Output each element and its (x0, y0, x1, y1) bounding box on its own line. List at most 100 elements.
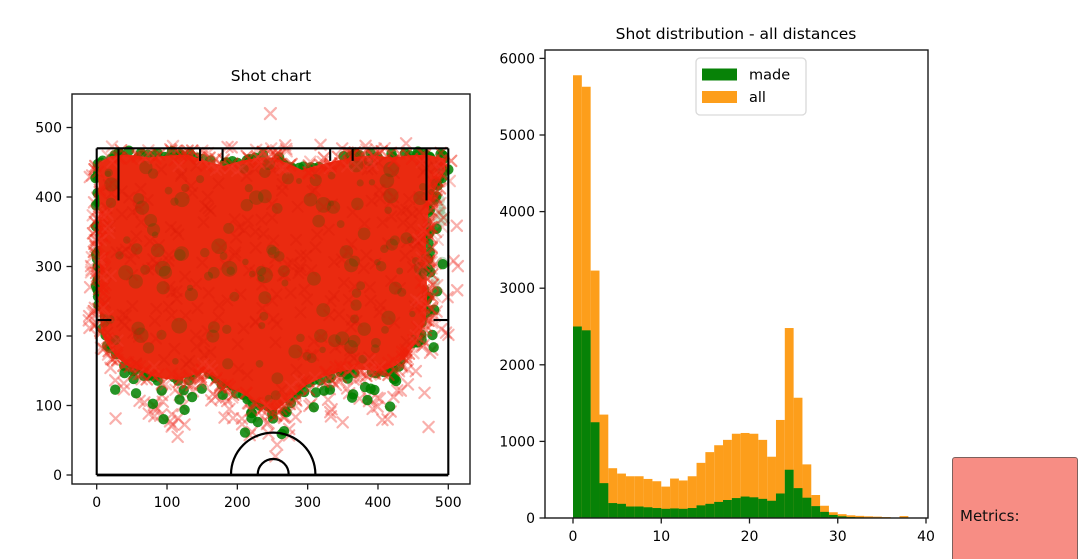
inner-miss-x (382, 237, 395, 250)
inner-miss-x (116, 308, 129, 321)
mottle-dot (307, 271, 321, 286)
mottle-dot (319, 346, 326, 354)
halo-miss-x (359, 149, 372, 162)
mottle-dot (409, 310, 416, 318)
halo-miss-x (364, 154, 378, 168)
mottle-dot (344, 258, 359, 273)
inner-miss-x (329, 341, 342, 354)
halo-miss-x (279, 396, 293, 410)
missed-shot-x (226, 411, 240, 425)
mottle-dot (257, 274, 265, 282)
missed-shot-x (171, 412, 185, 425)
inner-miss-x (406, 260, 419, 273)
edge-miss-x (226, 388, 240, 401)
halo-miss-x (84, 265, 98, 279)
mottle-dot (397, 287, 407, 297)
histogram-bar-all (731, 433, 741, 518)
mottle-dot (356, 281, 366, 291)
mottle-dot (389, 235, 400, 246)
inner-miss-x (305, 264, 318, 277)
edge-miss-x (367, 150, 380, 163)
mottle-dot (278, 265, 290, 277)
halo-miss-x (289, 399, 302, 413)
edge-miss-x (139, 363, 153, 376)
made-shot-dot (130, 388, 142, 399)
inner-miss-x (337, 276, 350, 289)
made-shot-dot (369, 384, 380, 396)
inner-miss-x (238, 224, 251, 237)
inner-miss-x (341, 245, 354, 258)
halo-miss-x (265, 155, 278, 169)
missed-shot-x (381, 413, 394, 426)
inner-miss-x (115, 208, 128, 221)
edge-miss-x (89, 159, 102, 173)
mottle-dot (438, 203, 447, 212)
halo-miss-x (195, 151, 209, 164)
halo-miss-x (436, 164, 450, 177)
halo-miss-x (416, 333, 430, 347)
halo-miss-x (111, 334, 124, 347)
inner-miss-x (125, 239, 138, 252)
inner-miss-x (174, 169, 187, 182)
halo-miss-x (226, 391, 239, 404)
halo-miss-x (430, 278, 444, 292)
mottle-dot (219, 252, 228, 260)
mottle-dot (104, 177, 119, 192)
halo-miss-x (213, 161, 226, 175)
histogram-bar-all (670, 478, 679, 518)
mottle-dot (296, 333, 305, 343)
edge-miss-x (165, 144, 178, 157)
inner-miss-x (334, 338, 347, 351)
histogram-bar-made (687, 508, 697, 518)
inner-miss-x (385, 210, 398, 223)
inner-miss-x (275, 383, 288, 396)
histogram-bar-made (828, 514, 838, 518)
edge-miss-x (209, 152, 223, 166)
missed-shot-x (422, 420, 435, 434)
halo-miss-x (102, 226, 116, 240)
mottle-dot (351, 288, 362, 298)
halo-miss-x (366, 149, 380, 163)
edge-miss-x (253, 152, 266, 165)
halo-miss-x (106, 155, 119, 169)
missed-shot-x (451, 259, 465, 273)
halo-miss-x (101, 220, 115, 233)
y-tick-label: 3000 (499, 281, 535, 297)
histogram-bar-all (714, 445, 724, 518)
halo-miss-x (101, 348, 115, 361)
inner-miss-x (237, 322, 250, 335)
inner-miss-x (204, 346, 217, 359)
halo-miss-x (95, 208, 109, 222)
histogram-bar-made (643, 507, 653, 518)
inner-miss-x (215, 241, 228, 254)
mottle-dot (151, 231, 159, 239)
inner-miss-x (276, 178, 289, 191)
inner-miss-x (293, 263, 306, 276)
halo-miss-x (142, 144, 155, 157)
mottle-dot (388, 281, 402, 295)
mottle-dot (248, 270, 256, 278)
inner-miss-x (102, 178, 115, 191)
mottle-dot (104, 168, 113, 178)
mottle-dot (336, 220, 345, 229)
made-shot-dot (308, 402, 320, 413)
edge-miss-x (400, 350, 413, 364)
halo-miss-x (355, 366, 368, 380)
missed-shot-x (435, 322, 448, 336)
inner-miss-x (292, 267, 305, 280)
inner-miss-x (212, 177, 225, 190)
edge-miss-x (395, 359, 408, 372)
halo-miss-x (422, 213, 435, 227)
missed-shot-x (387, 390, 400, 404)
edge-miss-x (110, 349, 124, 362)
missed-shot-x (235, 412, 249, 425)
x-tick-label: 10 (652, 529, 670, 545)
inner-miss-x (119, 309, 132, 322)
made-shot-dot (359, 381, 371, 393)
mottle-dot (256, 265, 267, 276)
inner-miss-x (221, 294, 234, 307)
inner-miss-x (399, 249, 412, 262)
edge-miss-x (95, 279, 108, 293)
inner-miss-x (170, 292, 183, 305)
inner-miss-x (342, 293, 355, 306)
